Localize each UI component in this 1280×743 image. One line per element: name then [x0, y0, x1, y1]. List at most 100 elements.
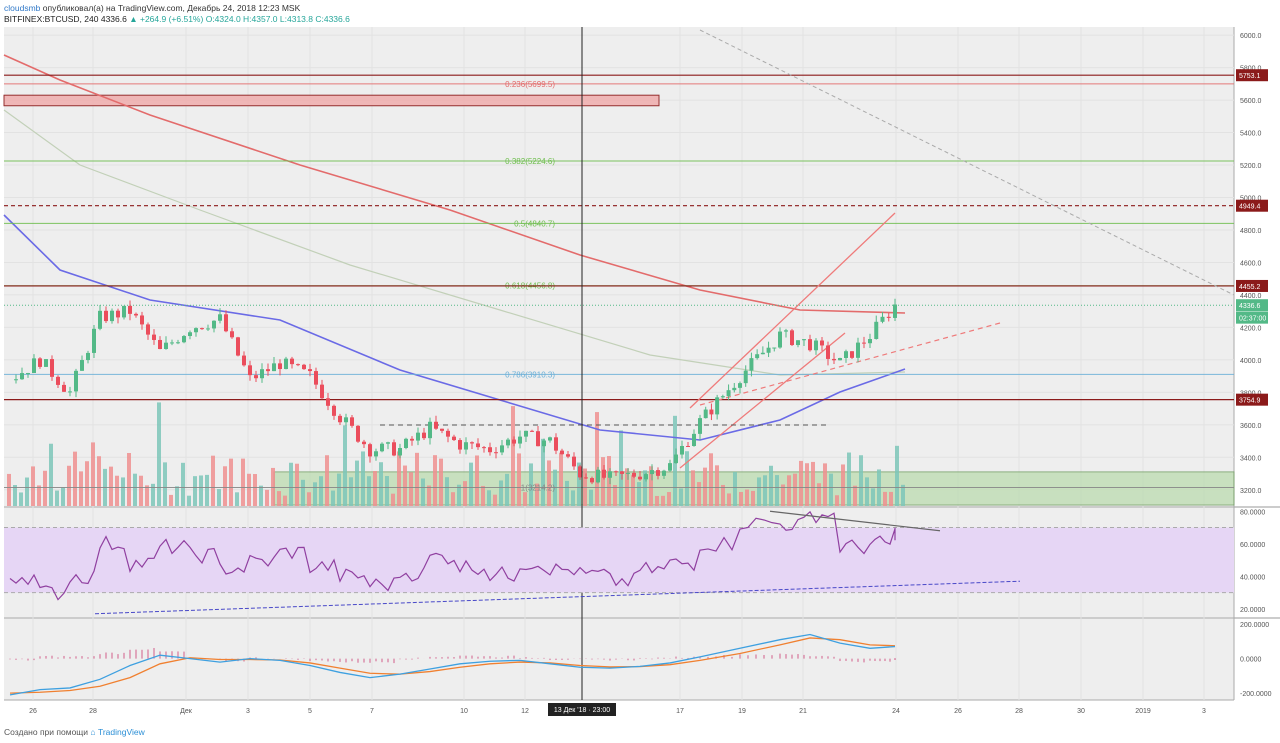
volume-bar: [685, 451, 689, 506]
price-tick-label: 5200.0: [1240, 163, 1262, 170]
macd-indicator: 200.0000 0.0000 -200.0000: [9, 622, 1272, 698]
candle-body: [44, 359, 48, 367]
volume-bar: [301, 479, 305, 506]
candle-body: [230, 331, 234, 338]
candle-body: [698, 418, 702, 434]
time-tick-label: 5: [308, 708, 312, 715]
volume-bar: [715, 465, 719, 506]
volume-bar: [649, 466, 653, 506]
candle-body: [392, 442, 396, 456]
candle-body: [164, 342, 168, 350]
volume-bar: [343, 425, 347, 506]
candle-body: [880, 316, 885, 322]
candle-body: [236, 337, 240, 356]
rsi-tick-label: 20.0000: [1240, 607, 1265, 614]
volume-bar: [697, 482, 701, 506]
candle-body: [296, 364, 300, 366]
volume-bar: [181, 462, 185, 506]
candle-body: [404, 438, 408, 449]
candle-body: [674, 454, 678, 464]
candle-body: [584, 477, 588, 479]
candle-body: [476, 443, 480, 448]
candle-body: [260, 369, 264, 379]
volume-bar: [247, 473, 251, 506]
candle-body: [518, 436, 522, 444]
candle-body: [74, 370, 78, 392]
candle-body: [428, 421, 432, 439]
ma-gray-line: [3, 109, 906, 376]
volume-bar: [781, 484, 785, 506]
volume-bar: [763, 475, 767, 506]
channel-dashed-line: [699, 322, 1001, 406]
volume-bar: [43, 470, 47, 506]
candle-body: [720, 396, 725, 398]
volume-bar: [469, 462, 473, 506]
volume-bar: [589, 489, 593, 506]
volume-bar: [817, 483, 821, 506]
symbol-name: BITFINEX:BTCUSD, 240: [4, 14, 99, 24]
volume-bar: [295, 463, 299, 506]
volume-bar: [613, 485, 617, 506]
volume-bar: [739, 491, 743, 506]
tradingview-logo-icon[interactable]: ⌂: [90, 727, 96, 737]
macd-tick-label: 0.0000: [1240, 657, 1262, 664]
fib-level-label: 1(3214.2): [521, 483, 556, 492]
volume-bar: [475, 455, 479, 506]
volume-bar: [865, 477, 869, 506]
candle-body: [458, 440, 462, 450]
candle-body: [668, 463, 672, 471]
price-tag-label: 4949.4: [1239, 204, 1261, 211]
tradingview-brand[interactable]: TradingView: [97, 727, 145, 737]
volume-bar: [85, 461, 89, 506]
candle-body: [802, 339, 806, 341]
time-tick-label: 28: [1015, 708, 1023, 715]
volume-bar: [313, 482, 317, 506]
candle-body: [200, 328, 204, 330]
candle-body: [709, 409, 714, 415]
volume-bar: [229, 458, 233, 506]
candle-body: [284, 358, 288, 370]
volume-bar: [463, 481, 467, 506]
time-tick-label: 26: [29, 708, 37, 715]
volume-bar: [499, 480, 503, 506]
price-tag: [1236, 299, 1268, 312]
volume-bar: [535, 483, 539, 506]
price-change: ▲ +264.9 (+6.51%): [129, 14, 204, 24]
candle-body: [578, 466, 582, 478]
crosshair-time-tag: [548, 703, 616, 716]
rsi-indicator: 80.0000 60.0000 40.0000 20.0000: [4, 509, 1265, 615]
candle-body: [122, 305, 126, 318]
volume-bar: [517, 453, 521, 506]
volume-bar: [73, 451, 77, 506]
candle-body: [488, 447, 492, 453]
volume-bar: [31, 466, 35, 506]
volume-bar: [541, 438, 545, 506]
time-tick-label: 2019: [1135, 708, 1151, 715]
author-name[interactable]: cloudsmb: [4, 3, 41, 13]
candle-body: [254, 375, 258, 379]
candle-body: [536, 431, 540, 447]
volume-bar: [37, 485, 41, 506]
price-tag: [1236, 69, 1268, 82]
candle-body: [692, 433, 696, 447]
volume-bar: [883, 491, 887, 506]
volume-bar: [643, 470, 647, 506]
candle-body: [278, 363, 282, 370]
volume-bar: [745, 489, 749, 506]
ohlc-values: O:4324.0 H:4357.0 L:4313.8 C:4336.6: [205, 14, 350, 24]
last-price: 4336.6: [100, 14, 127, 24]
fib-level-label: 0.5(4840.7): [514, 219, 555, 228]
volume-bar: [121, 477, 125, 506]
volume-bar: [433, 455, 437, 506]
volume-bar: [751, 490, 755, 506]
candle-body: [194, 328, 198, 333]
candle-body: [602, 469, 606, 478]
price-tag-label: 5753.1: [1239, 73, 1261, 80]
volume-bar: [67, 465, 71, 506]
volume-bar: [637, 482, 641, 506]
volume-bar: [13, 485, 17, 506]
volume-bar: [109, 466, 113, 506]
candle-body: [778, 331, 782, 348]
candle-body: [626, 472, 630, 474]
